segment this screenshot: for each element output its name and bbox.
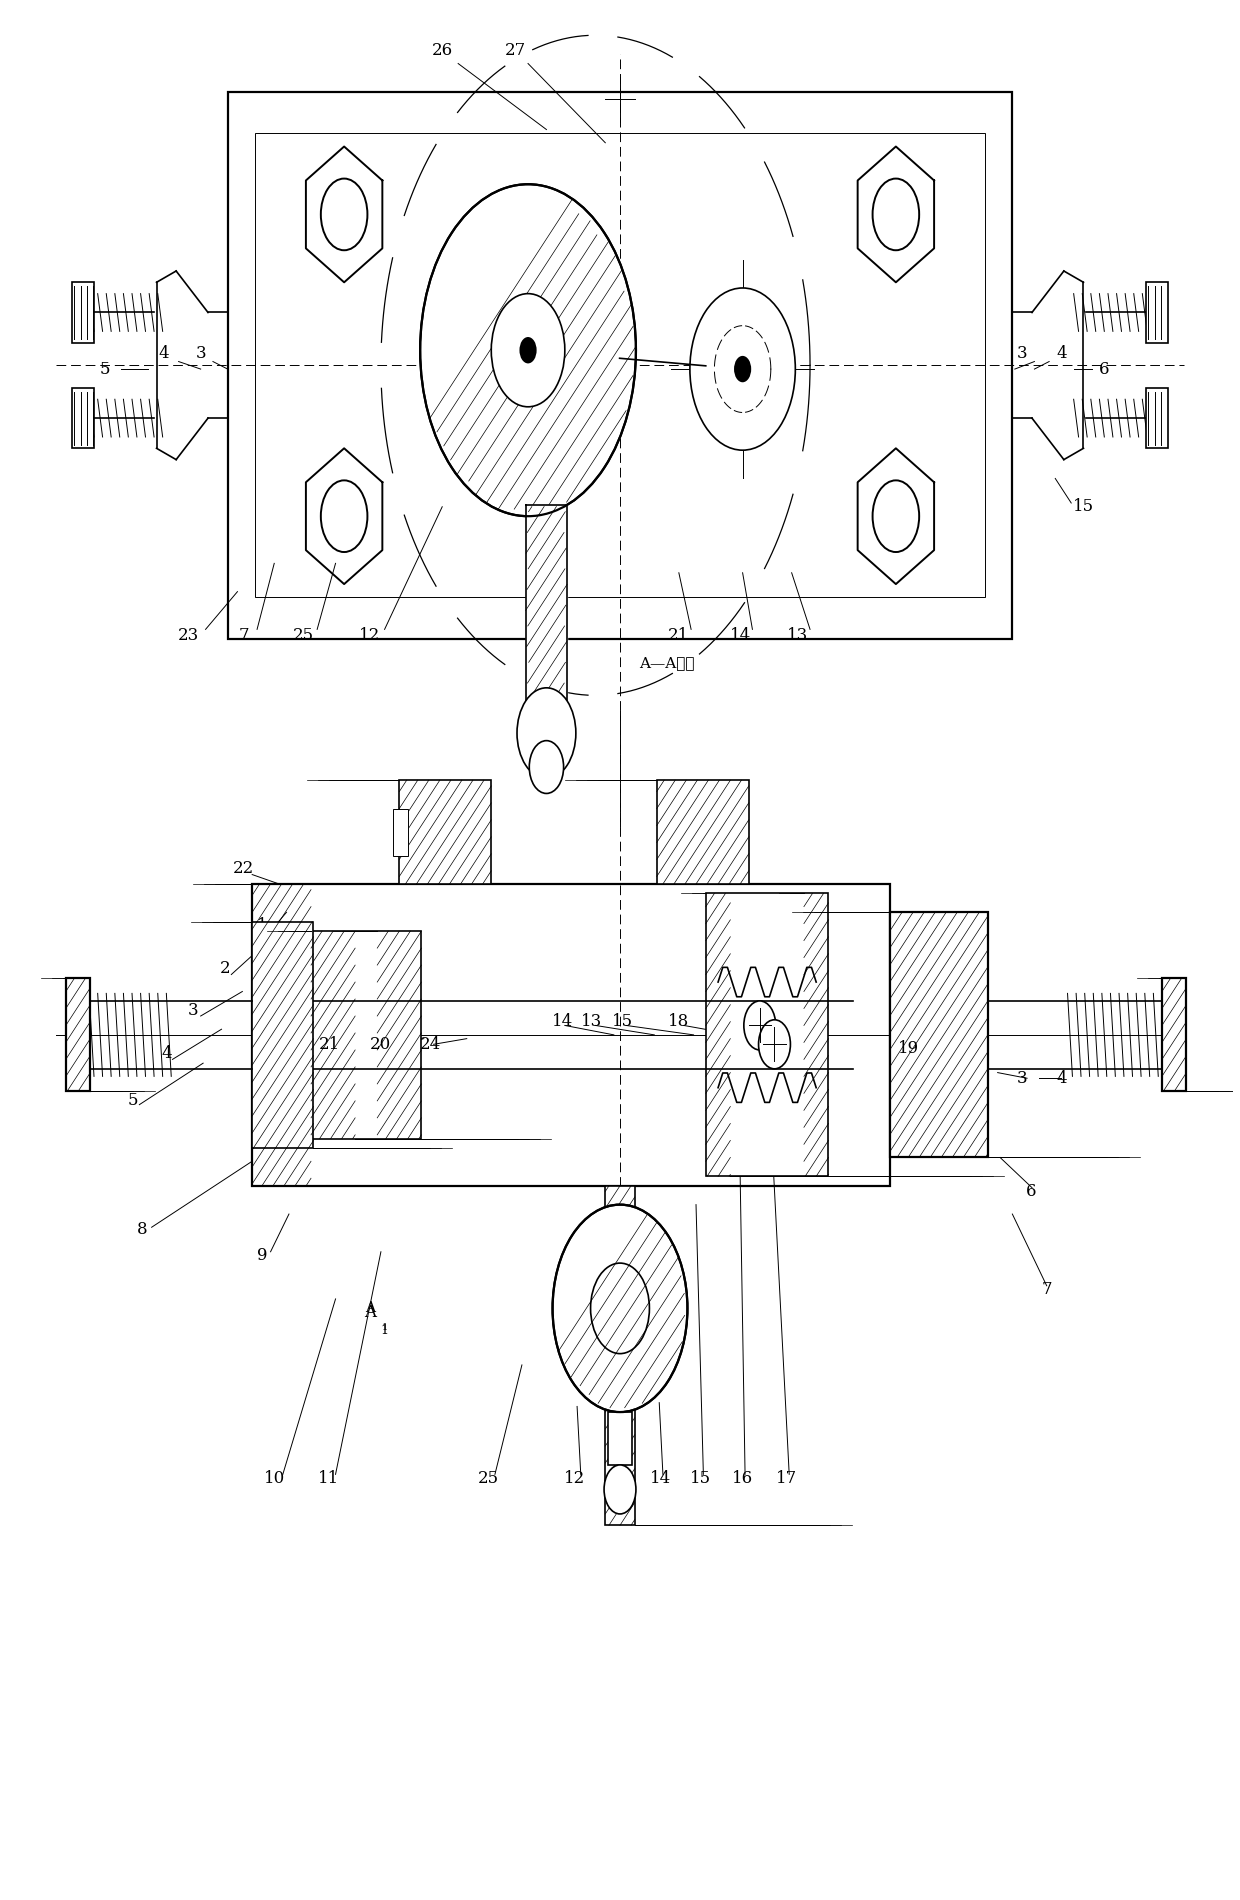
Bar [66, 978, 91, 1091]
Text: A: A [365, 1302, 374, 1315]
Bar [252, 884, 890, 1186]
Text: 16: 16 [732, 1469, 753, 1486]
Bar [399, 781, 491, 884]
Text: 3: 3 [1017, 346, 1028, 363]
Text: 13: 13 [582, 1013, 603, 1030]
Bar [706, 893, 828, 1176]
Text: 6: 6 [1099, 361, 1110, 378]
Text: 21: 21 [319, 1036, 340, 1053]
Text: 15: 15 [611, 1013, 632, 1030]
Bar [1146, 283, 1168, 342]
Text: 26: 26 [432, 42, 453, 59]
Bar [1162, 978, 1187, 1091]
Circle shape [553, 1205, 687, 1412]
Bar [311, 931, 422, 1138]
Text: 25: 25 [479, 1469, 500, 1486]
Bar [393, 809, 408, 855]
Circle shape [604, 1465, 636, 1514]
Text: 3: 3 [188, 1001, 198, 1018]
Text: 9: 9 [257, 1246, 268, 1264]
Text: A: A [569, 1303, 580, 1320]
Text: 14: 14 [729, 627, 750, 644]
Text: 1: 1 [381, 1324, 388, 1338]
Circle shape [520, 336, 537, 363]
Circle shape [517, 688, 575, 779]
Text: 1: 1 [587, 1322, 593, 1332]
Text: 12: 12 [564, 1469, 585, 1486]
Bar [72, 283, 94, 342]
Text: 13: 13 [606, 1469, 629, 1486]
Text: 6: 6 [1025, 1184, 1035, 1201]
Bar [72, 388, 94, 448]
Circle shape [744, 1001, 776, 1051]
Text: 1: 1 [257, 918, 268, 935]
Circle shape [689, 289, 795, 450]
Text: 15: 15 [1073, 498, 1094, 515]
Bar [605, 1186, 635, 1526]
Circle shape [873, 481, 919, 553]
Text: 27: 27 [505, 42, 527, 59]
Text: 11: 11 [317, 1469, 339, 1486]
Text: 23: 23 [177, 627, 200, 644]
Bar [254, 133, 986, 597]
Circle shape [491, 294, 565, 407]
Text: 4: 4 [1056, 1070, 1066, 1087]
Bar [608, 1412, 632, 1465]
Circle shape [734, 355, 751, 382]
Circle shape [529, 741, 564, 794]
Text: A: A [363, 1303, 376, 1320]
Bar [228, 91, 1012, 638]
Circle shape [759, 1020, 790, 1070]
Text: 17: 17 [776, 1469, 797, 1486]
Text: 22: 22 [233, 861, 254, 878]
Text: 12: 12 [360, 627, 381, 644]
Circle shape [420, 184, 636, 517]
Bar [1146, 388, 1168, 448]
Text: 14: 14 [650, 1469, 671, 1486]
Text: 3: 3 [196, 346, 206, 363]
Polygon shape [526, 505, 567, 714]
Text: 5: 5 [128, 1092, 139, 1110]
Text: 13: 13 [787, 627, 808, 644]
Text: 15: 15 [691, 1469, 712, 1486]
Text: 2: 2 [219, 960, 231, 977]
Text: 1: 1 [585, 1324, 594, 1338]
Bar [890, 912, 988, 1157]
Text: 18: 18 [668, 1013, 689, 1030]
Text: 8: 8 [136, 1220, 148, 1237]
Circle shape [873, 179, 919, 251]
Text: 19: 19 [898, 1039, 919, 1056]
Circle shape [321, 179, 367, 251]
Text: 7: 7 [1042, 1281, 1052, 1298]
Text: A—A剖面: A—A剖面 [639, 656, 694, 671]
Text: 5: 5 [99, 361, 110, 378]
Text: 24: 24 [419, 1036, 440, 1053]
Text: 1: 1 [382, 1322, 388, 1332]
Text: 7: 7 [238, 627, 249, 644]
Text: A: A [569, 1302, 579, 1315]
Bar [252, 922, 314, 1148]
Text: 10: 10 [264, 1469, 285, 1486]
Text: 4: 4 [161, 1045, 171, 1062]
Text: 4: 4 [159, 346, 169, 363]
Text: 14: 14 [552, 1013, 573, 1030]
Bar [657, 781, 749, 884]
Text: 25: 25 [293, 627, 314, 644]
Text: 21: 21 [668, 627, 689, 644]
Circle shape [321, 481, 367, 553]
Text: 4: 4 [1056, 346, 1066, 363]
Text: 3: 3 [1017, 1070, 1028, 1087]
Text: 20: 20 [371, 1036, 392, 1053]
